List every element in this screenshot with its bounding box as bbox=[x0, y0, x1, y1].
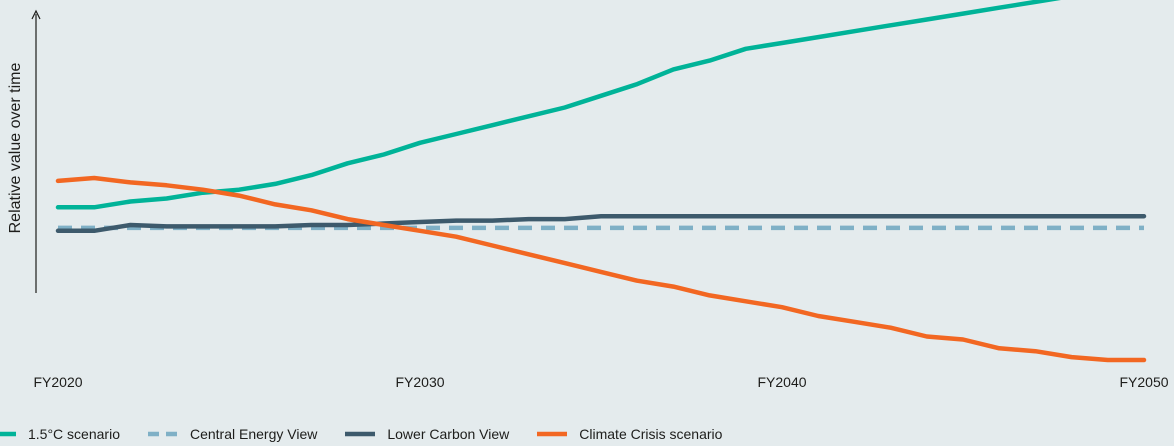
legend: 1.5°C scenario Central Energy View Lower C… bbox=[0, 424, 750, 444]
legend-swatch bbox=[0, 431, 16, 437]
legend-label: Climate Crisis scenario bbox=[579, 426, 723, 442]
y-axis bbox=[31, 9, 41, 293]
legend-swatch bbox=[147, 431, 178, 437]
x-tick-label: FY2040 bbox=[757, 374, 807, 390]
y-axis-arrow-icon bbox=[31, 9, 41, 20]
x-tick-label: FY2020 bbox=[33, 374, 83, 390]
series-line-lower-carbon-view bbox=[55, 213, 1147, 234]
x-tick-label: FY2030 bbox=[395, 374, 445, 390]
legend-swatch bbox=[537, 431, 568, 437]
legend-item: Climate Crisis scenario bbox=[537, 426, 722, 442]
plot-area bbox=[55, 0, 1147, 363]
series-line-climate-crisis-scenario bbox=[55, 175, 1147, 363]
legend-label: 1.5°C scenario bbox=[28, 426, 120, 442]
y-axis-label: Relative value over time bbox=[7, 62, 24, 234]
legend-item: 1.5°C scenario bbox=[0, 426, 120, 442]
legend-label: Lower Carbon View bbox=[387, 426, 510, 442]
legend-item: Central Energy View bbox=[147, 426, 318, 442]
legend-swatch bbox=[345, 431, 376, 437]
legend-label: Central Energy View bbox=[189, 426, 318, 442]
x-tick-label: FY2050 bbox=[1119, 374, 1169, 390]
legend-item: Lower Carbon View bbox=[345, 426, 509, 442]
series-line-1-5-c-scenario bbox=[55, 0, 1062, 210]
